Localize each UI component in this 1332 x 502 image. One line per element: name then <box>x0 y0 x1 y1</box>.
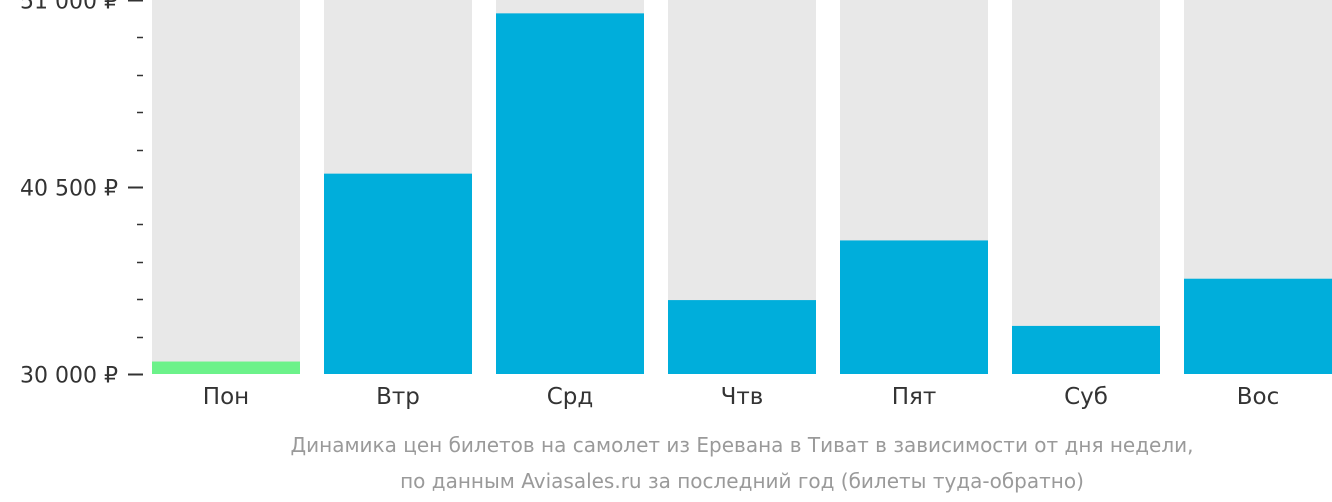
y-tick-label: 40 500 ₽ <box>20 177 118 202</box>
bars <box>152 13 1332 374</box>
x-tick-label: Суб <box>1064 384 1108 410</box>
x-tick-label: Срд <box>547 384 594 410</box>
x-tick-label: Вос <box>1237 384 1280 410</box>
x-tick-label: Пят <box>892 384 937 410</box>
caption-line-2: по данным Aviasales.ru за последний год … <box>400 469 1084 493</box>
x-tick-label: Чтв <box>721 384 764 410</box>
bar <box>840 240 988 374</box>
y-tick-label: 30 000 ₽ <box>20 364 118 389</box>
y-tick-label: 51 000 ₽ <box>20 0 118 15</box>
bar <box>1184 278 1332 374</box>
bar-background <box>152 0 300 374</box>
bar <box>668 300 816 374</box>
bar <box>152 361 300 374</box>
x-tick-label: Пон <box>203 384 249 410</box>
bar <box>1012 325 1160 374</box>
bar <box>496 13 644 374</box>
x-axis: Пон Втр Срд Чтв Пят Суб Вос <box>203 384 1279 410</box>
y-axis: 30 000 ₽ 40 500 ₽ 51 000 ₽ <box>20 0 143 389</box>
bar <box>324 173 472 374</box>
chart-caption: Динамика цен билетов на самолет из Ерева… <box>291 433 1194 493</box>
x-tick-label: Втр <box>376 384 420 410</box>
bar-background <box>1012 0 1160 374</box>
caption-line-1: Динамика цен билетов на самолет из Ерева… <box>291 433 1194 457</box>
